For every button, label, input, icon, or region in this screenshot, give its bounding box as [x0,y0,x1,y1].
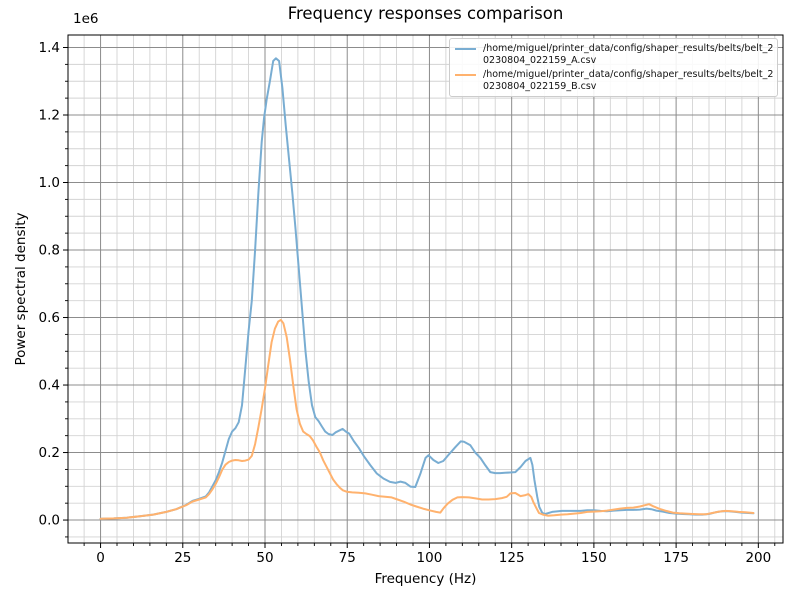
chart-title: Frequency responses comparison [287,4,564,23]
x-tick-label: 175 [663,550,689,566]
x-tick-label: 25 [174,550,191,566]
series-line-b [99,318,755,520]
x-tick-label: 150 [581,550,607,566]
x-tick-label: 100 [417,550,443,566]
series-line-a [99,57,755,520]
y-tick-label: 0.4 [39,378,60,394]
x-tick-label: 200 [745,550,771,566]
x-tick-label: 50 [256,550,273,566]
legend-line-swatch-b [455,74,476,76]
y-tick-label: 1.0 [39,175,60,191]
y-axis-offset-label: 1e6 [73,11,99,27]
legend-label-a: /home/miguel/printer_data/config/shaper_… [483,43,773,67]
y-tick-label: 0.6 [39,310,60,326]
y-tick-label: 1.2 [39,107,60,123]
legend-entry-a: /home/miguel/printer_data/config/shaper_… [455,43,773,67]
x-tick-label: 75 [339,550,356,566]
legend-label-a-line1: /home/miguel/printer_data/config/shaper_… [483,43,774,54]
legend-label-b-line1: /home/miguel/printer_data/config/shaper_… [483,69,774,80]
x-tick-label: 0 [96,550,105,566]
y-axis-label: Power spectral density [13,212,29,366]
legend-entry-b: /home/miguel/printer_data/config/shaper_… [455,69,773,93]
legend-label-b: /home/miguel/printer_data/config/shaper_… [483,69,773,93]
legend-label-a-line2: 0230804_022159_A.csv [483,55,597,66]
x-tick-label: 125 [499,550,525,566]
legend-label-b-line2: 0230804_022159_B.csv [483,81,597,92]
y-tick-label: 0.8 [39,243,60,259]
x-axis-label: Frequency (Hz) [374,571,477,587]
legend-line-swatch-a [455,48,476,50]
legend: /home/miguel/printer_data/config/shaper_… [449,38,778,97]
axes-frame [67,34,784,544]
y-tick-label: 0.0 [39,513,60,529]
y-tick-label: 0.2 [39,445,60,461]
y-tick-label: 1.4 [39,40,60,56]
